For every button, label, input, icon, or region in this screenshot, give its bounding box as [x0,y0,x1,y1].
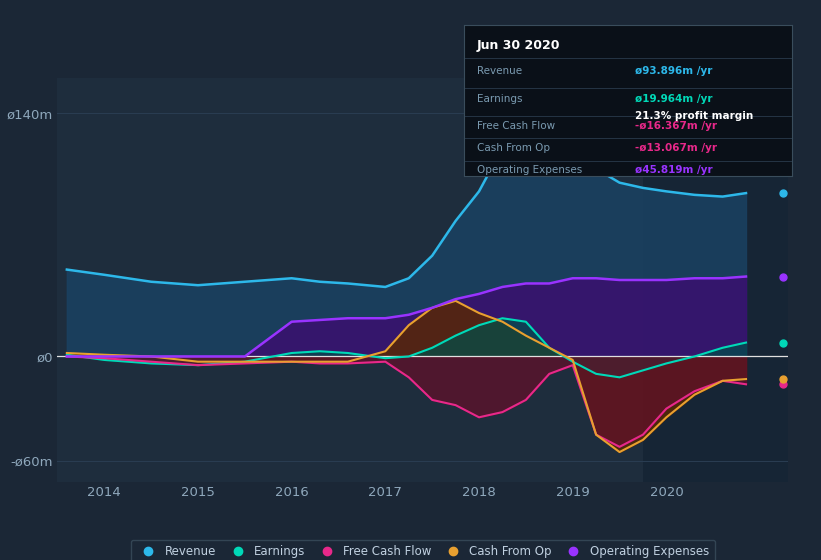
Text: Cash From Op: Cash From Op [477,143,550,153]
Text: Earnings: Earnings [477,94,522,104]
Text: Operating Expenses: Operating Expenses [477,165,582,175]
Text: Jun 30 2020: Jun 30 2020 [477,39,561,52]
Text: ø93.896m /yr: ø93.896m /yr [635,66,712,76]
Text: -ø13.067m /yr: -ø13.067m /yr [635,143,717,153]
Text: Revenue: Revenue [477,66,522,76]
Bar [643,78,788,482]
Legend: Revenue, Earnings, Free Cash Flow, Cash From Op, Operating Expenses: Revenue, Earnings, Free Cash Flow, Cash … [131,540,715,560]
Text: ø45.819m /yr: ø45.819m /yr [635,165,713,175]
Text: Free Cash Flow: Free Cash Flow [477,121,555,130]
Text: ø19.964m /yr: ø19.964m /yr [635,94,712,104]
Text: -ø16.367m /yr: -ø16.367m /yr [635,121,717,130]
Text: 21.3% profit margin: 21.3% profit margin [635,111,753,121]
